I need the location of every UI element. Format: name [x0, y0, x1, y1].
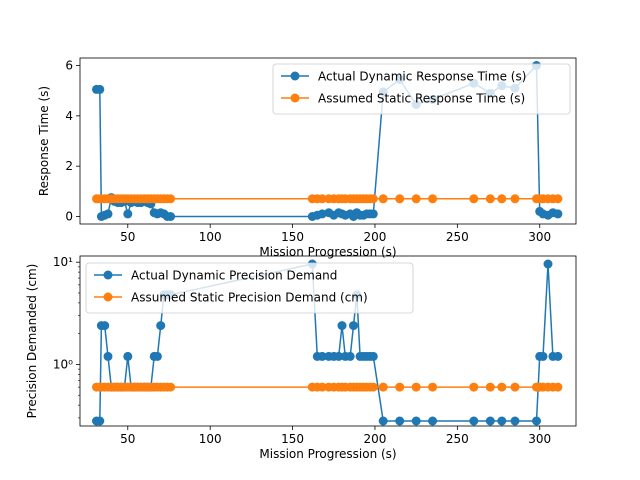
data-point — [510, 382, 520, 392]
data-point — [395, 416, 405, 426]
data-point — [156, 321, 166, 331]
data-point — [538, 351, 548, 361]
data-point — [378, 194, 388, 204]
data-point — [378, 416, 388, 426]
x-tick-label: 200 — [364, 432, 387, 446]
data-point — [497, 416, 507, 426]
x-tick-label: 100 — [199, 432, 222, 446]
x-tick-label: 50 — [120, 230, 135, 244]
data-point — [428, 416, 438, 426]
x-axis-label: Mission Progression (s) — [259, 447, 396, 461]
x-tick-label: 300 — [528, 230, 551, 244]
data-point — [469, 416, 479, 426]
x-tick-label: 250 — [446, 230, 469, 244]
data-point — [553, 209, 563, 219]
data-point — [485, 194, 495, 204]
data-point — [345, 351, 355, 361]
data-point — [553, 351, 563, 361]
y-tick-label: 10⁰ — [53, 357, 73, 371]
axes-frame — [79, 57, 577, 225]
data-point — [103, 351, 113, 361]
legend-label: Actual Dynamic Response Time (s) — [318, 70, 526, 84]
legend-marker — [290, 71, 300, 81]
legend-label: Assumed Static Response Time (s) — [318, 92, 525, 106]
x-tick-label: 150 — [281, 432, 304, 446]
legend-label: Assumed Static Precision Demand (cm) — [131, 291, 368, 305]
data-point — [497, 382, 507, 392]
data-point — [166, 212, 176, 221]
data-point — [469, 382, 479, 392]
data-point — [349, 321, 358, 331]
data-point — [411, 416, 421, 426]
y-tick-label: 0 — [65, 209, 73, 223]
y-tick-label: 4 — [65, 109, 73, 123]
data-point — [497, 194, 507, 204]
legend-box — [272, 63, 571, 115]
data-point — [368, 209, 378, 219]
x-axis-label: Mission Progression (s) — [259, 245, 396, 259]
x-tick-label: 150 — [281, 230, 304, 244]
y-tick-label: 6 — [65, 59, 73, 73]
data-point — [510, 194, 520, 204]
x-tick-label: 100 — [199, 230, 222, 244]
legend: Actual Dynamic Precision Demand Assumed S… — [85, 262, 414, 314]
data-point — [553, 194, 563, 204]
series-group — [92, 259, 563, 426]
data-point — [395, 194, 405, 204]
data-point — [166, 194, 176, 204]
data-point — [485, 382, 495, 392]
data-point — [368, 351, 378, 361]
y-axis-label: Precision Demanded (cm) — [25, 264, 39, 419]
y-axis-label: Response Time (s) — [37, 86, 51, 196]
data-point — [95, 416, 105, 426]
data-point — [532, 416, 541, 426]
legend-label: Actual Dynamic Precision Demand — [131, 269, 337, 283]
y-tick-label: 2 — [65, 159, 73, 173]
legend-box — [85, 262, 414, 314]
data-point — [103, 209, 113, 219]
legend: Actual Dynamic Response Time (s) Assumed … — [272, 63, 571, 115]
x-tick-label: 250 — [446, 432, 469, 446]
data-point — [411, 194, 421, 204]
data-point — [428, 194, 438, 204]
data-point — [334, 351, 344, 361]
data-point — [317, 351, 327, 361]
chart-2: 50 100 150 200 250 300 10⁰ 10¹ Mission Progressi… — [25, 255, 577, 461]
data-point — [317, 382, 327, 392]
data-point — [411, 382, 421, 392]
data-point — [485, 416, 495, 426]
data-point — [553, 382, 563, 392]
axes-frame — [79, 255, 577, 427]
data-point — [378, 382, 388, 392]
x-tick-label: 50 — [120, 432, 135, 446]
data-point — [100, 321, 110, 331]
data-point — [95, 84, 105, 94]
data-point — [395, 382, 405, 392]
data-point — [123, 351, 133, 361]
data-point — [428, 382, 438, 392]
data-point — [469, 194, 479, 204]
data-point — [317, 194, 327, 204]
x-tick-label: 200 — [364, 230, 387, 244]
legend-marker — [103, 270, 113, 280]
data-point — [368, 194, 378, 204]
x-tick-label: 300 — [528, 432, 551, 446]
data-point — [337, 321, 347, 331]
data-point — [368, 382, 378, 392]
y-tick-label: 10¹ — [53, 255, 73, 269]
data-point — [123, 209, 133, 219]
data-point — [152, 351, 162, 361]
data-point — [166, 382, 176, 392]
data-point — [543, 259, 553, 269]
legend-marker — [103, 292, 113, 302]
legend-marker — [290, 93, 300, 103]
chart-1: 50 100 150 200 250 300 0 2 4 6 Mission Progression… — [37, 57, 577, 259]
series-group — [92, 61, 563, 221]
data-point — [510, 416, 520, 426]
